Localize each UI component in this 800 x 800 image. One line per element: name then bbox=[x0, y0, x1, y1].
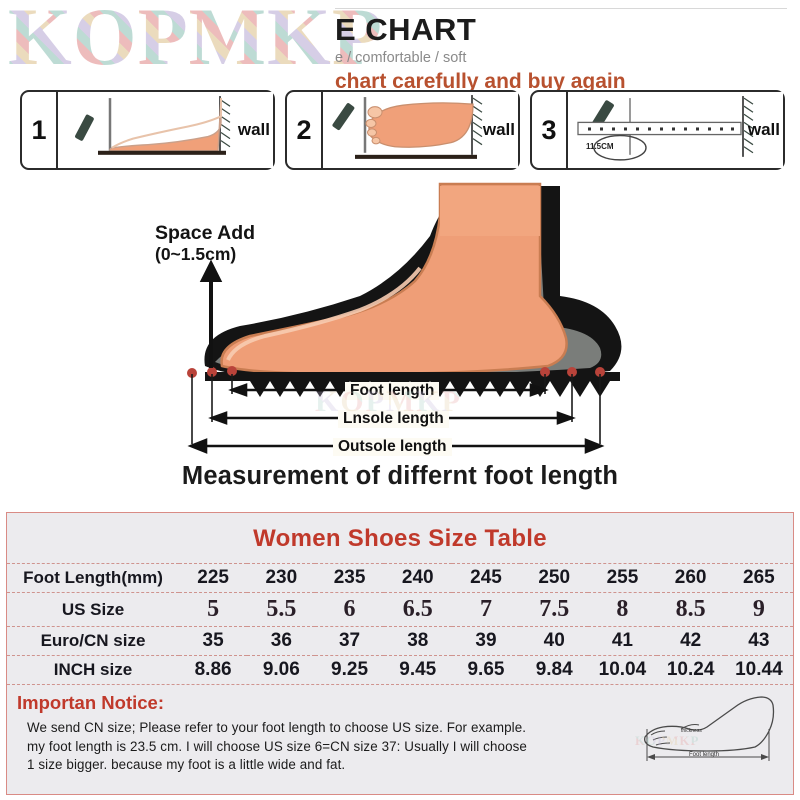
notice-body: We send CN size; Please refer to your fo… bbox=[17, 719, 652, 775]
cell-foot-length-0: 225 bbox=[179, 563, 248, 593]
cell-inch-size-8: 10.44 bbox=[724, 655, 793, 684]
cell-foot-length-4: 245 bbox=[451, 563, 521, 593]
step-illustration-3: 11.5CM wall bbox=[568, 92, 783, 168]
step-ruler-label-3: 11.5CM bbox=[586, 142, 614, 151]
cell-us-size-3: 6.5 bbox=[383, 592, 452, 627]
important-notice: Importan Notice: We send CN size; Please… bbox=[7, 684, 793, 779]
cell-foot-length-2: 235 bbox=[315, 563, 384, 593]
cell-euro-size-8: 43 bbox=[724, 626, 793, 656]
table-row-foot-length: Foot Length(mm) 225 230 235 240 245 250 … bbox=[7, 563, 793, 593]
cell-inch-size-3: 9.45 bbox=[383, 655, 452, 684]
step-box-3: 3 bbox=[530, 90, 785, 170]
table-row-inch-size: INCH size 8.86 9.06 9.25 9.45 9.65 9.84 … bbox=[7, 655, 793, 684]
ruler-measure-icon bbox=[568, 92, 783, 168]
step-box-2: 2 bbox=[285, 90, 520, 170]
cell-inch-size-0: 8.86 bbox=[179, 655, 248, 684]
watermark-brand: KOPMKP bbox=[8, 0, 383, 84]
cell-us-size-5: 7.5 bbox=[520, 592, 589, 627]
header: E CHART e / comfortable / soft chart car… bbox=[335, 8, 795, 95]
step-wall-label-3: wall bbox=[747, 120, 780, 139]
foot-shoe-illustration bbox=[0, 176, 800, 506]
cell-inch-size-2: 9.25 bbox=[315, 655, 384, 684]
space-add-label: Space Add (0~1.5cm) bbox=[155, 222, 255, 264]
cell-euro-size-1: 36 bbox=[247, 626, 316, 656]
step-illustration-2: wall bbox=[323, 92, 518, 168]
row-label-us-size: US Size bbox=[7, 592, 179, 627]
cell-euro-size-0: 35 bbox=[179, 626, 248, 656]
foot-length-sketch-icon: Foot length thickness bbox=[644, 696, 775, 761]
cell-euro-size-5: 40 bbox=[520, 626, 589, 656]
cell-inch-size-1: 9.06 bbox=[247, 655, 316, 684]
cell-inch-size-4: 9.65 bbox=[451, 655, 521, 684]
cell-euro-size-3: 38 bbox=[383, 626, 452, 656]
foot-top-view-icon bbox=[323, 92, 518, 168]
cell-us-size-8: 9 bbox=[724, 592, 793, 627]
cell-euro-size-6: 41 bbox=[588, 626, 657, 656]
row-label-foot-length: Foot Length(mm) bbox=[7, 563, 179, 593]
step-number-1: 1 bbox=[22, 92, 58, 168]
cell-inch-size-7: 10.24 bbox=[656, 655, 725, 684]
sketch-thickness-label: thickness bbox=[681, 728, 702, 734]
cell-us-size-2: 6 bbox=[315, 592, 384, 627]
cell-foot-length-3: 240 bbox=[383, 563, 452, 593]
size-table: Foot Length(mm) 225 230 235 240 245 250 … bbox=[7, 563, 793, 684]
foot-side-view-icon bbox=[58, 92, 273, 168]
step-wall-label-1: wall bbox=[237, 120, 270, 139]
notice-line-3: 1 size bigger. because my foot is a litt… bbox=[27, 757, 346, 772]
space-add-range: (0~1.5cm) bbox=[155, 244, 237, 264]
step-box-1: 1 wall bbox=[20, 90, 275, 170]
size-table-panel: Women Shoes Size Table Foot Length(mm) 2… bbox=[6, 512, 794, 795]
dimension-label-outsole-length: Outsole length bbox=[333, 438, 452, 456]
step-number-3: 3 bbox=[532, 92, 568, 168]
cell-us-size-4: 7 bbox=[451, 592, 521, 627]
size-table-title: Women Shoes Size Table bbox=[253, 525, 547, 552]
cell-foot-length-8: 265 bbox=[724, 563, 793, 593]
cell-inch-size-6: 10.04 bbox=[588, 655, 657, 684]
cell-foot-length-6: 255 bbox=[588, 563, 657, 593]
foot-measurement-diagram: Foot length Lnsole length Outsole length bbox=[0, 176, 800, 506]
header-divider bbox=[335, 8, 787, 9]
dimension-label-foot-length: Foot length bbox=[345, 382, 440, 400]
cell-foot-length-7: 260 bbox=[656, 563, 725, 593]
cell-euro-size-4: 39 bbox=[451, 626, 521, 656]
cell-us-size-0: 5 bbox=[179, 592, 248, 627]
table-row-us-size: US Size 5 5.5 6 6.5 7 7.5 8 8.5 9 bbox=[7, 592, 793, 627]
space-add-title: Space Add bbox=[155, 222, 256, 244]
cell-euro-size-2: 37 bbox=[315, 626, 384, 656]
row-label-euro-cn-size: Euro/CN size bbox=[7, 626, 179, 656]
cell-us-size-7: 8.5 bbox=[656, 592, 725, 627]
cell-inch-size-5: 9.84 bbox=[520, 655, 589, 684]
cell-us-size-6: 8 bbox=[588, 592, 657, 627]
step-wall-label-2: wall bbox=[482, 120, 515, 139]
step-illustration-1: wall bbox=[58, 92, 273, 168]
cell-foot-length-5: 250 bbox=[520, 563, 589, 593]
cell-us-size-1: 5.5 bbox=[247, 592, 316, 627]
step-number-2: 2 bbox=[287, 92, 323, 168]
page-title: E CHART bbox=[335, 12, 477, 47]
notice-title: Importan Notice: bbox=[17, 692, 164, 713]
notice-line-1: We send CN size; Please refer to your fo… bbox=[27, 720, 527, 735]
dimension-label-insole-length: Lnsole length bbox=[338, 410, 449, 428]
cell-foot-length-1: 230 bbox=[247, 563, 316, 593]
cell-euro-size-7: 42 bbox=[656, 626, 725, 656]
table-row-euro-cn-size: Euro/CN size 35 36 37 38 39 40 41 42 43 bbox=[7, 626, 793, 656]
header-warning: chart carefully and buy again bbox=[335, 70, 626, 93]
header-subtitle: e / comfortable / soft bbox=[335, 50, 467, 66]
diagram-caption: Measurement of differnt foot length bbox=[181, 462, 619, 490]
measurement-steps: 1 wall bbox=[20, 90, 785, 172]
notice-line-2: my foot length is 23.5 cm. I will choose… bbox=[27, 738, 527, 754]
row-label-inch-size: INCH size bbox=[7, 655, 179, 684]
sketch-foot-length-label: Foot length bbox=[689, 752, 719, 758]
